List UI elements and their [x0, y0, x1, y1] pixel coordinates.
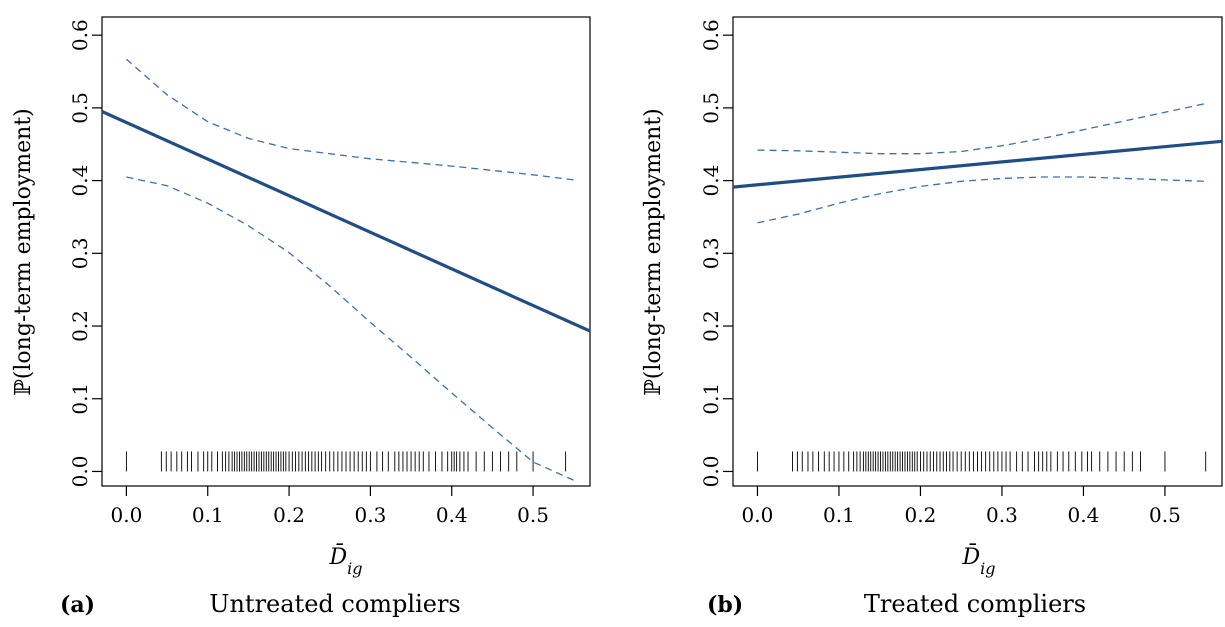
panel-tag-a: (a) — [60, 592, 95, 618]
panel-caption-a: Untreated compliers — [209, 590, 461, 618]
y-tick-label: 0.3 — [699, 237, 723, 269]
y-tick-label: 0.0 — [699, 456, 723, 488]
x-tick-label: 0.2 — [905, 503, 937, 527]
y-ticks-a: 0.0 0.1 0.2 0.3 0.4 0.5 0.6 — [68, 19, 102, 487]
y-tick-label: 0.5 — [68, 92, 92, 124]
panel-tag-b: (b) — [707, 592, 743, 618]
x-tick-label: 0.1 — [192, 503, 224, 527]
y-tick-label: 0.4 — [68, 165, 92, 197]
x-ticks-b: 0.0 0.1 0.2 0.3 0.4 0.5 — [742, 486, 1181, 527]
x-tick-label: 0.4 — [436, 503, 468, 527]
x-tick-label: 0.0 — [110, 503, 142, 527]
x-tick-label: 0.4 — [1068, 503, 1100, 527]
series-b — [732, 102, 1223, 224]
panel-caption-b: Treated compliers — [864, 590, 1086, 618]
x-tick-label: 0.5 — [517, 503, 549, 527]
plot-frame-b — [732, 16, 1223, 487]
x-axis-label-b: D̄ig — [962, 543, 996, 578]
fit-line — [732, 139, 1223, 189]
x-axis-label-a: D̄ig — [329, 543, 363, 578]
upper-confidence-band — [757, 102, 1206, 155]
panel-b: 0.0 0.1 0.2 0.3 0.4 0.5 0.6 0.0 0.1 0.2 0.3 0.4 0.5… — [641, 16, 1223, 618]
upper-confidence-band — [125, 58, 574, 181]
y-tick-label: 0.1 — [68, 383, 92, 415]
panel-a: 0.0 0.1 0.2 0.3 0.4 0.5 0.6 0.0 0.1 0.2 0.3 0.4 0.5… — [11, 16, 591, 618]
rug-b — [757, 451, 1207, 472]
x-axis-label-main-b: D̄ — [962, 543, 981, 570]
y-tick-label: 0.1 — [699, 383, 723, 415]
x-ticks-a: 0.0 0.1 0.2 0.3 0.4 0.5 — [110, 486, 549, 527]
x-axis-label-sub-a: ig — [347, 559, 362, 578]
lower-confidence-band — [757, 176, 1206, 224]
y-tick-label: 0.2 — [699, 310, 723, 342]
y-axis-label-a: ℙ(long-term employment) — [11, 108, 36, 395]
x-tick-label: 0.2 — [273, 503, 305, 527]
y-tick-label: 0.4 — [699, 165, 723, 197]
y-axis-label-b: ℙ(long-term employment) — [641, 108, 666, 395]
rug-a — [125, 451, 567, 472]
y-tick-label: 0.2 — [68, 310, 92, 342]
fit-line — [101, 110, 591, 333]
y-ticks-b: 0.0 0.1 0.2 0.3 0.4 0.5 0.6 — [699, 19, 733, 487]
series-a — [101, 58, 591, 481]
x-axis-label-sub-b: ig — [980, 559, 995, 578]
lower-confidence-band — [126, 176, 574, 481]
x-tick-label: 0.3 — [986, 503, 1018, 527]
y-tick-label: 0.6 — [699, 19, 723, 51]
y-tick-label: 0.5 — [699, 92, 723, 124]
y-tick-label: 0.3 — [68, 237, 92, 269]
y-tick-label: 0.0 — [68, 456, 92, 488]
x-tick-label: 0.5 — [1149, 503, 1181, 527]
x-axis-label-main-a: D̄ — [329, 543, 348, 570]
x-tick-label: 0.1 — [823, 503, 855, 527]
x-tick-label: 0.3 — [354, 503, 386, 527]
plot-frame-a — [101, 16, 591, 487]
x-tick-label: 0.0 — [742, 503, 774, 527]
y-tick-label: 0.6 — [68, 19, 92, 51]
